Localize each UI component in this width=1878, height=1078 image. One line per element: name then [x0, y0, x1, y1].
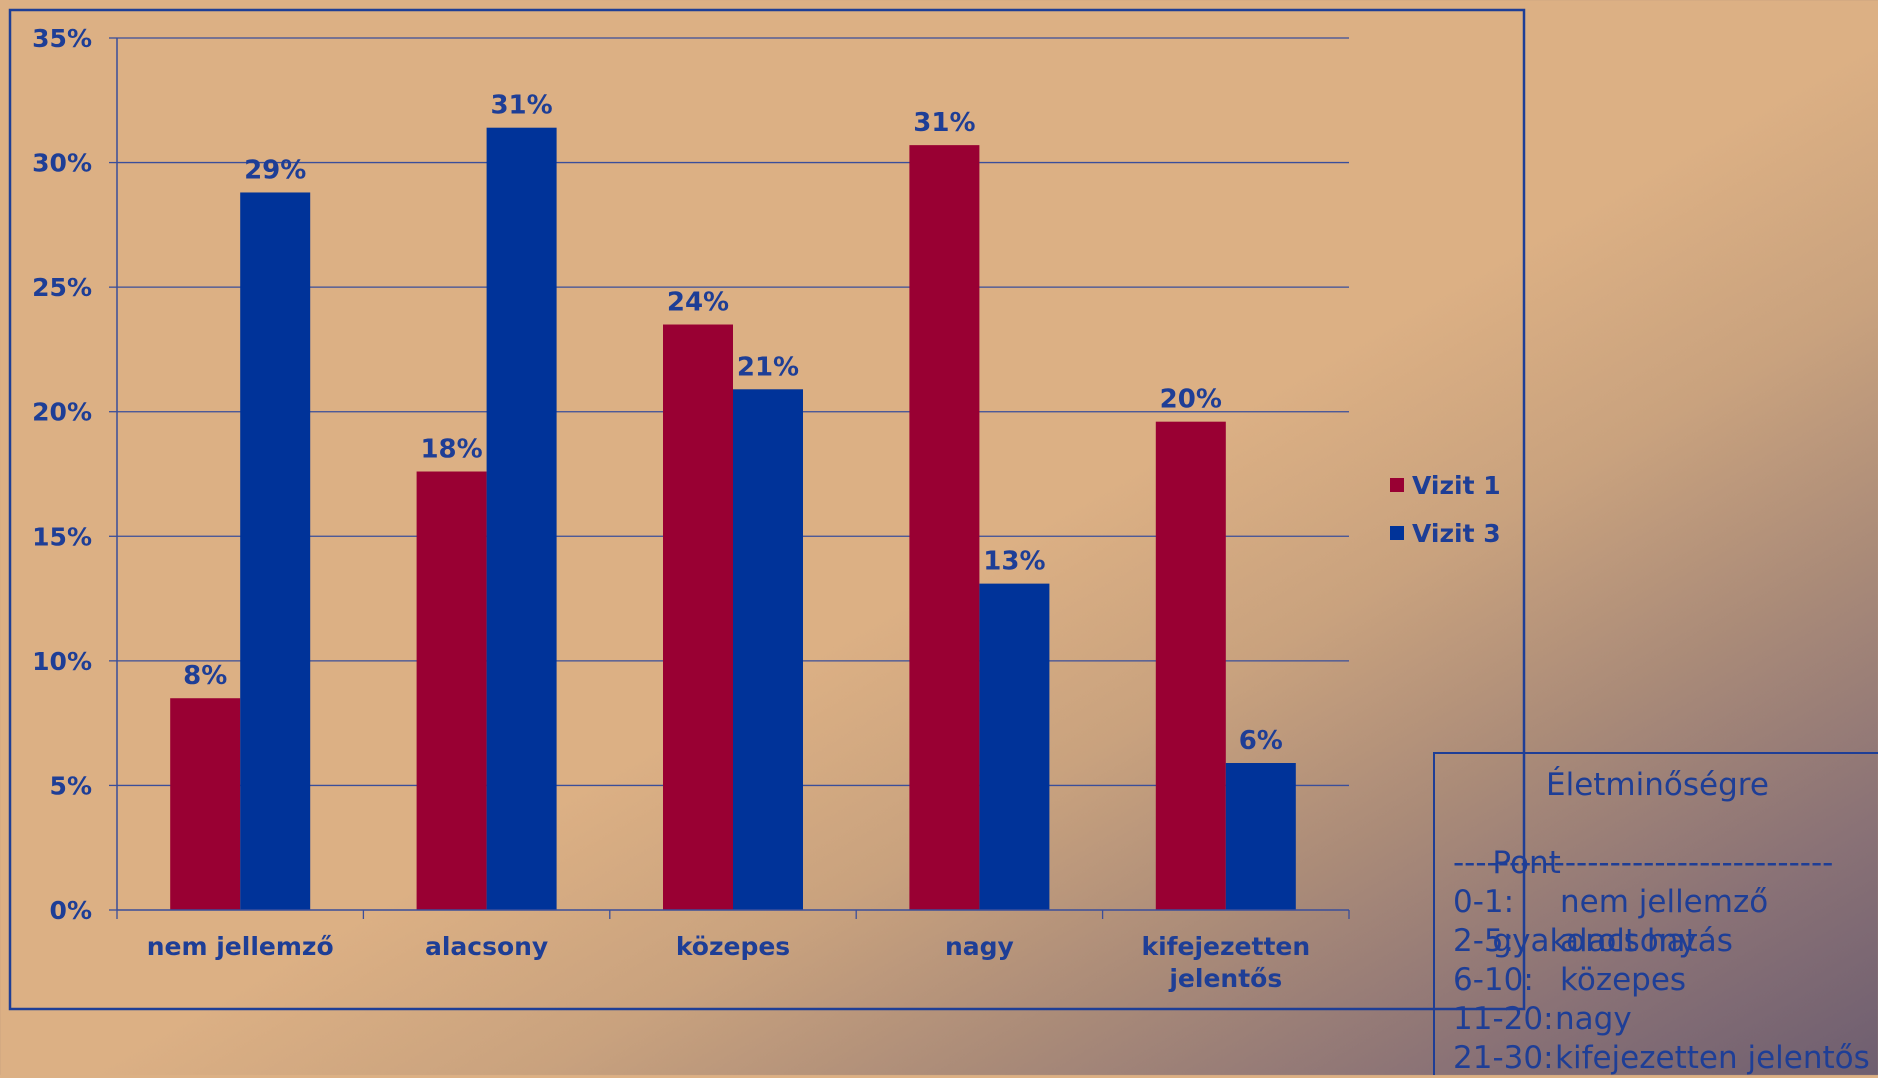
data-label: 31%: [913, 108, 975, 138]
legend: Vizit 1 Vizit 3: [1390, 471, 1501, 548]
legend-box-row: 21-30: kifejezetten jelentős: [1453, 1039, 1878, 1078]
y-tick-label: 30%: [32, 149, 92, 178]
bar: [240, 192, 311, 910]
legend-swatch: [1390, 526, 1404, 540]
bars: [170, 127, 1296, 911]
legend-box-row-points: 0-1:: [1453, 884, 1515, 920]
bar: [909, 145, 980, 911]
bar: [733, 389, 803, 910]
axes: [109, 37, 1350, 919]
legend-box-row-label: nagy: [1555, 1001, 1632, 1037]
x-category-label: kifejezetten: [1141, 932, 1310, 961]
legend-box-row-points: 11-20:: [1453, 1001, 1554, 1037]
labels: 0% 5% 10% 15% 20% 25% 30% 35% 8% 29% nem jellemző 1…: [32, 24, 1310, 993]
data-label: 8%: [183, 661, 227, 691]
legend-box-row-points: 21-30:: [1453, 1040, 1554, 1076]
legend-box-row-points: 6-10:: [1453, 962, 1534, 998]
legend-box-row-label: kifejezetten jelentős: [1555, 1040, 1870, 1076]
data-label: 20%: [1160, 385, 1222, 415]
legend-box-title-line2: gyakorolt hatás: [1492, 923, 1733, 959]
legend-box-row-label: alacsony: [1560, 923, 1697, 959]
data-label: 18%: [420, 435, 482, 465]
gridlines: [117, 37, 1349, 787]
y-tick-label: 10%: [32, 647, 92, 676]
y-tick-label: 15%: [32, 522, 92, 551]
bar: [486, 127, 557, 911]
y-tick-label: 35%: [32, 24, 92, 53]
x-category-label: jelentős: [1168, 964, 1282, 993]
bar: [1225, 763, 1296, 910]
legend-box-row: 0-1: nem jellemző: [1453, 883, 1878, 922]
legend-label: Vizit 1: [1412, 471, 1501, 500]
x-category-label: nem jellemző: [147, 932, 334, 961]
bar: [979, 583, 1050, 910]
legend-box-title-line1: Életminőségre: [1546, 767, 1769, 803]
legend-box-row-label: nem jellemző: [1560, 884, 1769, 920]
x-category-label: nagy: [945, 932, 1014, 961]
bar: [170, 698, 241, 910]
legend-box-header-row: Pont gyakorolt hatás: [1453, 805, 1878, 959]
y-tick-label: 25%: [32, 273, 92, 302]
x-category-label: alacsony: [425, 932, 548, 961]
legend-box-row: 6-10: közepes: [1453, 961, 1878, 1000]
data-label: 6%: [1239, 726, 1283, 756]
x-category-label: közepes: [676, 932, 790, 961]
legend-box-row-points: 2-5:: [1453, 923, 1515, 959]
data-label: 24%: [667, 288, 729, 318]
y-tick-label: 0%: [50, 896, 92, 925]
data-label: 31%: [490, 91, 552, 121]
legend-box-row-label: közepes: [1560, 962, 1687, 998]
bar: [416, 471, 487, 910]
data-label: 13%: [983, 547, 1045, 577]
y-tick-label: 20%: [32, 398, 92, 427]
legend-box-row: 11-20: nagy: [1453, 1000, 1878, 1039]
legend-label: Vizit 3: [1412, 519, 1501, 548]
bar: [663, 324, 733, 910]
legend-box-row: 2-5: alacsony: [1453, 922, 1878, 961]
chart-frame: [8, 8, 1526, 1011]
legend-box-separator: ----------------------------------: [1453, 845, 1834, 881]
score-legend-box: Életminőségre Pont gyakorolt hatás -----…: [1433, 752, 1878, 1078]
data-label: 21%: [737, 352, 799, 382]
data-label: 29%: [244, 155, 306, 185]
legend-box-pont-label: Pont: [1492, 845, 1561, 881]
y-tick-label: 5%: [50, 771, 92, 800]
legend-swatch: [1390, 478, 1404, 492]
bar: [1155, 421, 1226, 910]
